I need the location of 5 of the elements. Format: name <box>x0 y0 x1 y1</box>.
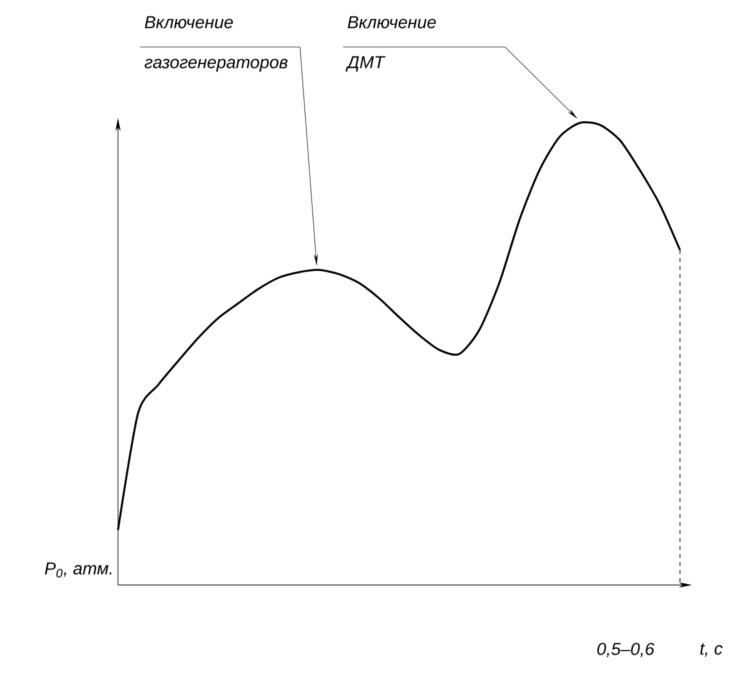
y-axis-title: P$_{0}$, атм. <box>44 562 112 578</box>
text: Включение газогенераторов <box>144 16 288 72</box>
text: 0,5–0,6 <box>597 642 654 658</box>
text: Включение ДМТ <box>346 16 436 72</box>
x-axis-title: t, с <box>700 643 723 657</box>
